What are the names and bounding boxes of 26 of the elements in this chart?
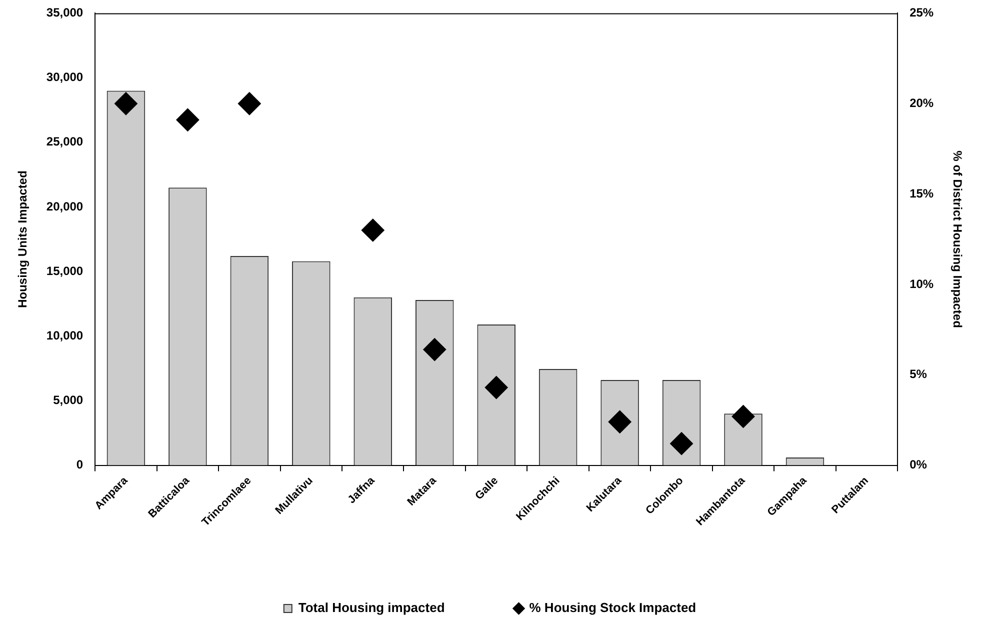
point: [732, 404, 755, 428]
y2-tick-label: 10%: [910, 276, 934, 291]
point: [423, 338, 446, 362]
y2-tick-label: 15%: [910, 186, 934, 200]
y-tick-label: 5,000: [53, 393, 84, 408]
point: [361, 218, 384, 242]
y2-tick-label: 25%: [910, 6, 934, 20]
point: [176, 108, 200, 132]
y-tick-label: 35,000: [46, 6, 84, 20]
y2-axis-title: % of District Housing Impacted: [950, 150, 964, 328]
y-tick-label: 25,000: [46, 134, 84, 149]
y-tick-label: 10,000: [46, 328, 84, 342]
y-tick-label: 15,000: [46, 264, 84, 278]
y2-tick-label: 5%: [910, 367, 928, 382]
legend-label: Total Housing impacted: [298, 600, 445, 616]
y-tick-label: 0: [76, 458, 84, 472]
y-tick-label: 30,000: [46, 70, 84, 84]
point: [670, 432, 694, 456]
y2-tick-label: 20%: [910, 96, 934, 110]
legend-label: % Housing Stock Impacted: [529, 600, 696, 616]
y-tick-label: 20,000: [46, 199, 84, 214]
y2-tick-label: 0%: [910, 458, 928, 472]
point: [484, 376, 508, 400]
point: [114, 92, 138, 116]
y-axis-title: Housing Units Impacted: [16, 170, 30, 308]
point: [238, 92, 261, 116]
